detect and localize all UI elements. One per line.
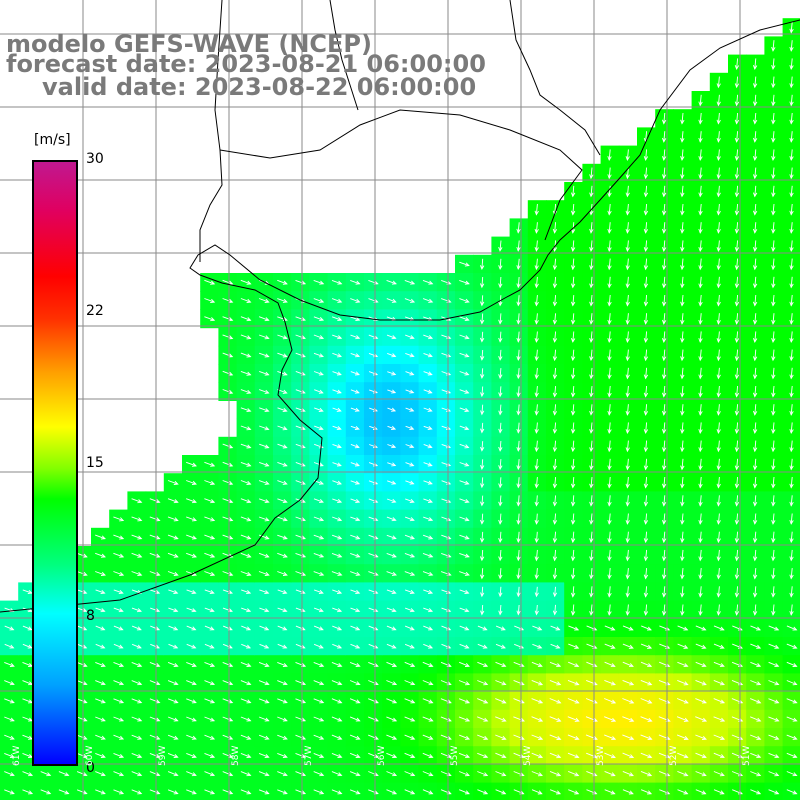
lon-label: 59W bbox=[158, 745, 168, 766]
title-forecast-date: forecast date: 2023-08-21 06:00:00 bbox=[6, 50, 486, 78]
colorbar-tick-15: 15 bbox=[86, 455, 104, 471]
lon-label: 58W bbox=[231, 745, 241, 766]
colorbar bbox=[32, 160, 78, 766]
wind-arrows bbox=[4, 21, 798, 795]
colorbar-tick-22: 22 bbox=[86, 303, 104, 319]
lon-label: 54W bbox=[523, 745, 533, 766]
colorbar-unit: [m/s] bbox=[34, 132, 71, 148]
colorbar-tick-8: 8 bbox=[86, 608, 95, 624]
coastline bbox=[0, 19, 800, 613]
border-argentina-uruguay bbox=[199, 0, 223, 262]
title-model: modelo GEFS-WAVE (NCEP) bbox=[6, 30, 372, 58]
lon-label: 55W bbox=[450, 745, 460, 766]
lon-label: 56W bbox=[377, 745, 387, 766]
title-valid-date: valid date: 2023-08-22 06:00:00 bbox=[42, 73, 477, 101]
border-uruguay-brazil bbox=[219, 109, 583, 241]
lon-label: 53W bbox=[596, 745, 606, 766]
lon-label: 51W bbox=[742, 745, 752, 766]
lon-label: 60W bbox=[85, 745, 95, 766]
river-border bbox=[329, 0, 359, 111]
lon-label: 57W bbox=[304, 745, 314, 766]
colorbar-tick-30: 30 bbox=[86, 151, 104, 167]
lon-label: 52W bbox=[669, 745, 679, 766]
lon-label: 61W bbox=[12, 745, 22, 766]
colorbar-tick-0: 0 bbox=[86, 760, 95, 776]
border-north bbox=[509, 0, 601, 156]
